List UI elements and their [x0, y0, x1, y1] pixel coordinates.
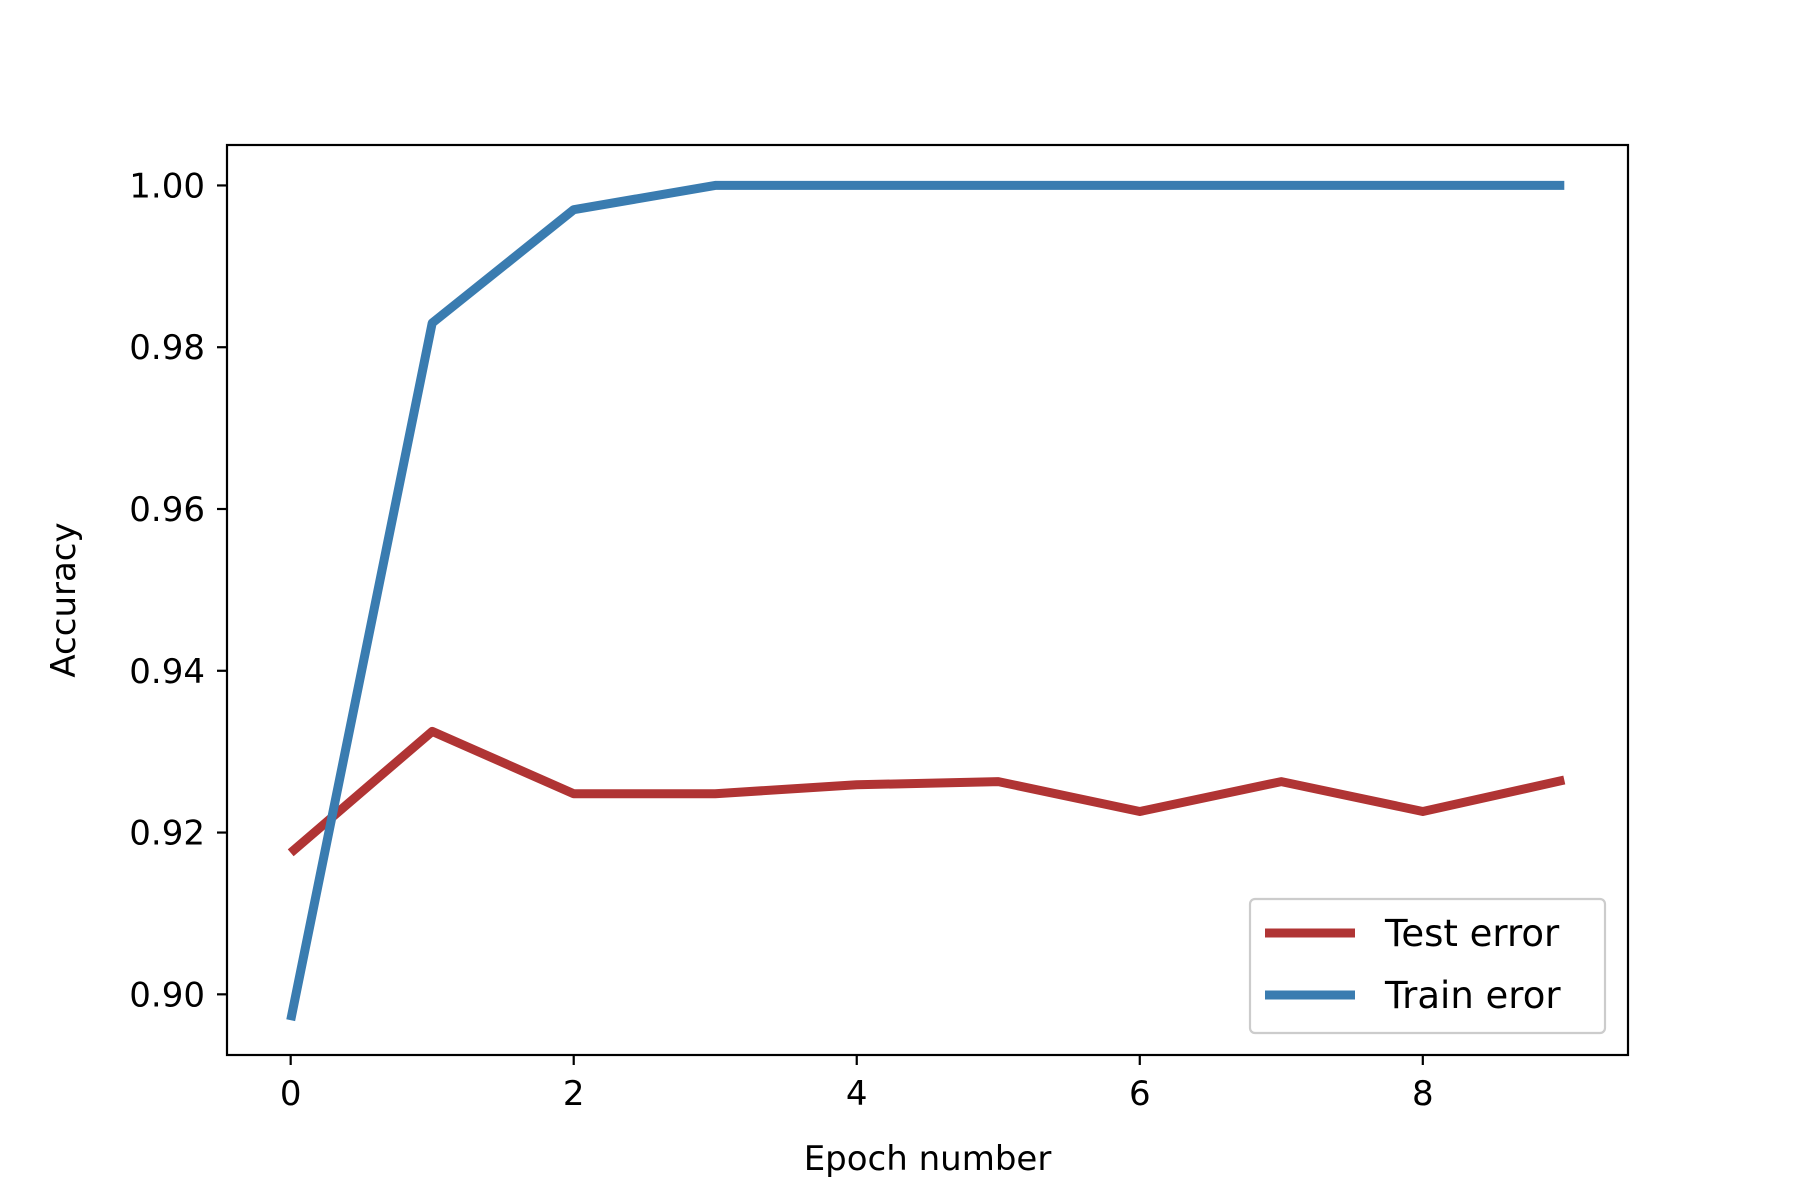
legend-label-test-error: Test error — [1384, 912, 1560, 955]
x-tick-label: 2 — [563, 1074, 585, 1114]
y-tick-label: 0.98 — [129, 328, 205, 368]
y-tick-label: 0.94 — [129, 652, 205, 692]
x-axis-ticks: 0 2 4 6 8 — [280, 1055, 1434, 1114]
series-line-train-error — [286, 180, 1565, 1022]
x-tick-label: 6 — [1129, 1074, 1151, 1114]
y-tick-label: 0.96 — [129, 490, 205, 530]
x-axis-label: Epoch number — [804, 1139, 1052, 1179]
y-axis-ticks: 0.90 0.92 0.94 0.96 0.98 1.00 — [129, 166, 227, 1015]
y-axis-label: Accuracy — [44, 522, 84, 677]
series-line-test-error — [287, 726, 1566, 857]
y-tick-label: 1.00 — [129, 166, 205, 206]
legend: Test error Train eror — [1248, 897, 1607, 1035]
x-tick-label: 4 — [846, 1074, 868, 1114]
plot-frame — [225, 143, 1630, 1057]
legend-label-train-error: Train eror — [1384, 974, 1561, 1017]
x-tick-label: 0 — [280, 1074, 302, 1114]
y-tick-label: 0.92 — [129, 814, 205, 854]
plot-content — [286, 180, 1566, 1022]
y-tick-label: 0.90 — [129, 975, 205, 1015]
x-tick-label: 8 — [1412, 1074, 1434, 1114]
